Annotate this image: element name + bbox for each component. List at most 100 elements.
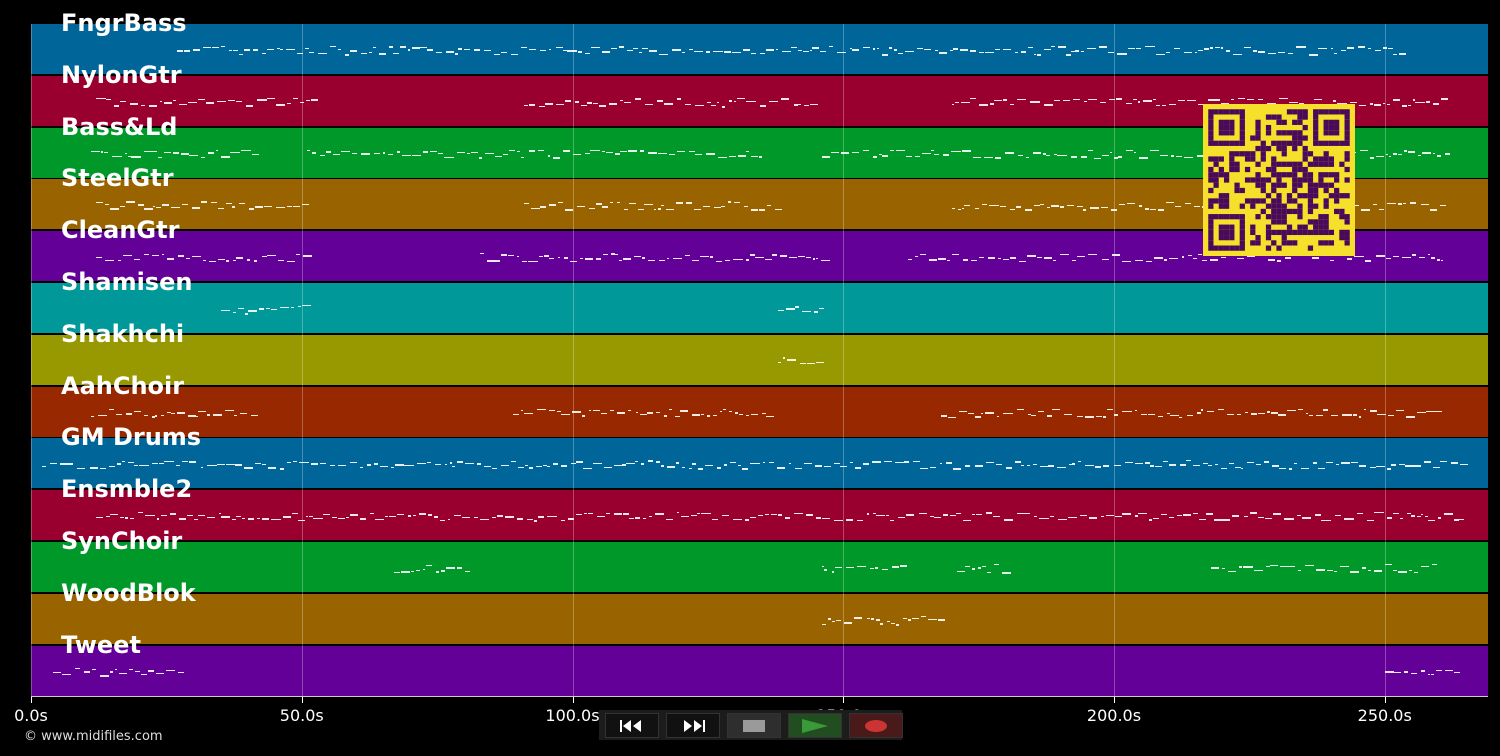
midi-note — [912, 617, 920, 619]
midi-note — [434, 463, 442, 465]
play-button[interactable] — [788, 713, 842, 738]
track-lane[interactable] — [31, 386, 1488, 437]
qr-module — [1255, 182, 1261, 188]
midi-note — [1083, 208, 1087, 211]
midi-note — [1336, 103, 1347, 104]
midi-note — [1157, 209, 1165, 212]
midi-note — [218, 208, 224, 209]
midi-note — [980, 413, 984, 415]
midi-note — [1180, 464, 1186, 467]
midi-note — [1058, 46, 1066, 49]
track-lane[interactable] — [31, 593, 1488, 644]
fast-forward-button[interactable] — [666, 713, 720, 738]
midi-note — [974, 415, 981, 418]
midi-note — [351, 152, 358, 154]
midi-note — [837, 52, 846, 53]
midi-note — [120, 101, 127, 103]
midi-note — [401, 570, 411, 573]
qr-module — [1229, 161, 1235, 167]
qr-module — [1297, 161, 1303, 167]
midi-note — [782, 356, 785, 359]
midi-note — [312, 151, 317, 154]
midi-note — [775, 48, 779, 50]
midi-note — [557, 201, 563, 203]
midi-note — [1433, 410, 1442, 412]
qr-module — [1229, 245, 1235, 251]
midi-note — [584, 153, 590, 155]
rewind-button[interactable] — [605, 713, 659, 738]
midi-note — [1183, 51, 1193, 53]
midi-note — [635, 98, 641, 101]
midi-note — [275, 206, 285, 208]
midi-note — [592, 103, 599, 105]
qr-module — [1281, 161, 1287, 167]
midi-note — [1170, 154, 1175, 157]
track-lane[interactable] — [31, 283, 1488, 333]
midi-note — [676, 97, 682, 100]
qr-module — [1292, 119, 1298, 125]
qr-module — [1218, 130, 1224, 136]
midi-note — [465, 462, 474, 464]
track-name: GM Drums — [61, 423, 202, 452]
midi-note — [1066, 53, 1071, 56]
midi-note — [492, 260, 501, 263]
midi-note — [331, 517, 337, 519]
midi-note — [301, 204, 309, 206]
qr-module — [1328, 229, 1335, 236]
midi-note — [163, 102, 173, 105]
midi-note — [881, 569, 888, 571]
record-icon — [865, 719, 887, 732]
midi-note — [950, 151, 961, 153]
midi-note — [1202, 259, 1207, 261]
midi-note — [140, 105, 146, 107]
qr-module — [1213, 172, 1219, 178]
qr-module — [1239, 140, 1245, 146]
midi-note — [160, 414, 165, 416]
midi-note — [1359, 149, 1368, 151]
track-lane[interactable] — [31, 24, 1488, 74]
midi-note — [890, 519, 895, 521]
midi-note — [100, 151, 104, 154]
midi-note — [656, 99, 663, 102]
qr-module — [1265, 245, 1272, 251]
tick-mark — [301, 697, 303, 703]
qr-module — [1334, 208, 1340, 215]
stop-button[interactable] — [727, 713, 781, 738]
midi-note — [729, 411, 733, 413]
midi-note — [313, 518, 323, 520]
midi-note — [1187, 254, 1193, 256]
qr-module — [1239, 114, 1245, 120]
midi-note — [1378, 208, 1384, 210]
midi-note — [1393, 53, 1398, 55]
midi-note — [689, 48, 694, 50]
midi-note — [1088, 99, 1098, 101]
midi-note — [840, 151, 850, 154]
midi-note — [388, 153, 394, 155]
midi-note — [1280, 566, 1288, 568]
midi-note — [1343, 517, 1354, 520]
midi-note — [539, 256, 543, 258]
midi-note — [1421, 152, 1432, 155]
midi-note — [471, 151, 478, 153]
midi-note — [225, 410, 234, 412]
midi-note — [535, 466, 542, 468]
midi-note — [518, 467, 524, 469]
midi-note — [649, 515, 653, 517]
qr-module — [1297, 177, 1303, 183]
midi-note — [1240, 468, 1244, 470]
midi-note — [509, 150, 516, 152]
midi-note — [491, 467, 498, 469]
qr-module — [1313, 130, 1319, 136]
track-lane[interactable] — [31, 334, 1488, 385]
midi-note — [1003, 413, 1013, 415]
midi-note — [1253, 49, 1258, 52]
record-button[interactable] — [849, 713, 903, 738]
midi-note — [231, 518, 236, 520]
midi-note — [486, 259, 493, 262]
midi-note — [869, 568, 874, 569]
midi-note — [419, 46, 427, 48]
track-lane[interactable] — [31, 645, 1488, 696]
midi-note — [1287, 409, 1297, 411]
midi-note — [955, 102, 959, 104]
midi-note — [399, 46, 406, 49]
